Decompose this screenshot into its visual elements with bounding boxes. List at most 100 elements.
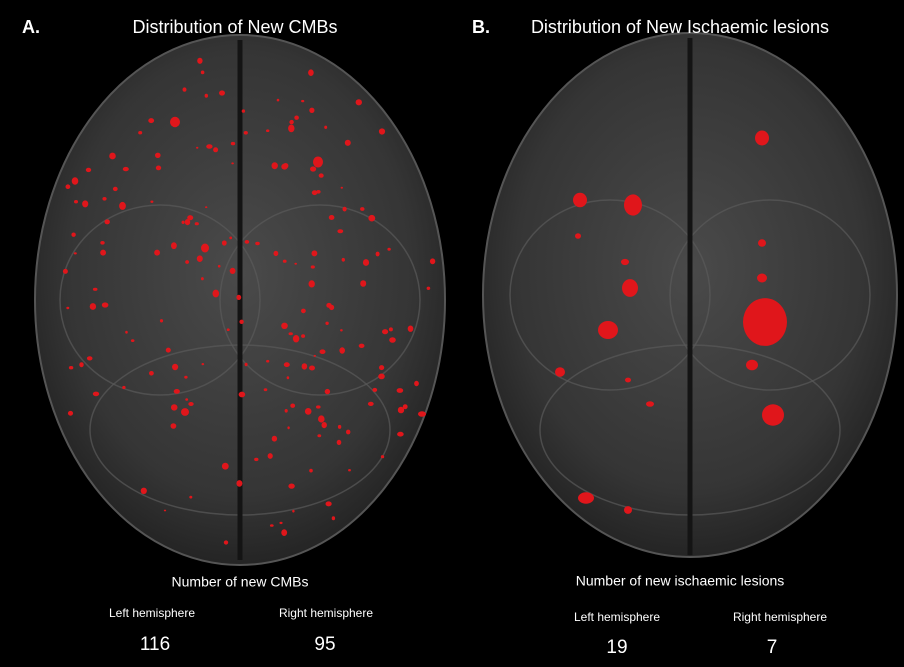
lesion-spot xyxy=(624,506,632,514)
lesion-spot xyxy=(646,401,654,407)
lesion-spot xyxy=(188,402,193,406)
lesion-spot xyxy=(154,250,160,256)
lesion-spot xyxy=(270,524,274,527)
lesion-spot xyxy=(227,328,230,331)
lesion-spot xyxy=(301,100,304,102)
lesion-spot xyxy=(427,287,431,290)
lesion-spot xyxy=(71,233,75,237)
lesion-spot xyxy=(66,184,71,189)
lesion-spot xyxy=(289,332,293,335)
lesion-spot xyxy=(86,168,91,172)
lesion-spot xyxy=(245,240,250,244)
lesion-spot xyxy=(148,118,154,123)
lesion-spot xyxy=(382,329,388,334)
lesion-spot xyxy=(314,355,316,357)
lesion-spot xyxy=(279,522,282,524)
count: 116 xyxy=(140,634,170,655)
lesion-spot xyxy=(319,173,324,177)
count: 7 xyxy=(767,637,778,658)
lesion-spot xyxy=(337,229,343,233)
lesion-spot xyxy=(102,302,109,307)
lesion-spot xyxy=(342,258,345,262)
lesion-spot xyxy=(74,200,78,203)
lesion-spot xyxy=(284,362,290,367)
lesion-spot xyxy=(359,344,365,348)
lesion-spot xyxy=(305,408,312,415)
lesion-spot xyxy=(378,374,385,380)
lesion-spot xyxy=(222,240,227,245)
lesion-spot xyxy=(325,389,330,394)
lesion-spot xyxy=(185,260,189,264)
lesion-spot xyxy=(318,415,325,422)
lesion-spot xyxy=(340,329,343,331)
lesion-spot xyxy=(285,409,288,413)
lesion-spot xyxy=(222,463,229,470)
lesion-spot xyxy=(348,469,351,471)
lesion-spot xyxy=(324,126,327,129)
lesion-spot xyxy=(171,242,177,249)
lesion-spot xyxy=(625,378,631,383)
lesion-spot xyxy=(397,388,404,393)
lesion-spot xyxy=(185,398,188,401)
lesion-spot xyxy=(182,221,185,224)
lesion-spot xyxy=(356,99,362,105)
lesion-spot xyxy=(758,239,766,247)
lesion-spot xyxy=(389,328,392,331)
panel-label: A. xyxy=(22,17,40,37)
count: 19 xyxy=(606,637,627,658)
panel-title: Distribution of New Ischaemic lesions xyxy=(531,17,829,37)
lesion-spot xyxy=(329,215,335,220)
lesion-spot xyxy=(131,339,135,342)
lesion-spot xyxy=(414,381,419,386)
lesion-spot xyxy=(196,147,198,149)
lesion-spot xyxy=(236,480,242,487)
lesion-spot xyxy=(322,422,327,428)
lesion-spot xyxy=(555,367,565,377)
lesion-spot xyxy=(624,194,642,215)
lesion-spot xyxy=(255,242,260,245)
lesion-spot xyxy=(755,131,769,146)
figure: A. Distribution of New CMBs Number of ne… xyxy=(0,0,904,667)
lesion-spot xyxy=(206,144,212,149)
lesion-spot xyxy=(387,248,390,251)
lesion-spot xyxy=(90,303,96,310)
lesion-spot xyxy=(339,347,345,353)
lesion-spot xyxy=(66,307,69,309)
lesion-spot xyxy=(171,423,177,429)
lesion-spot xyxy=(288,124,294,132)
lesion-spot xyxy=(430,258,435,264)
lesion-spot xyxy=(343,207,347,212)
lesion-spot xyxy=(309,108,314,113)
lesion-spot xyxy=(123,167,129,171)
lesion-spot xyxy=(294,263,297,265)
lesion-spot xyxy=(418,411,426,417)
lesion-spot xyxy=(218,265,221,268)
lesion-spot xyxy=(105,219,110,224)
lesion-spot xyxy=(337,440,342,445)
lesion-spot xyxy=(293,335,299,342)
lesion-spot xyxy=(292,510,294,513)
lesion-spot xyxy=(266,129,269,132)
lesion-spot xyxy=(310,166,316,171)
lesion-spot xyxy=(345,140,351,146)
lesion-spot xyxy=(301,309,306,314)
lesion-spot xyxy=(213,147,218,152)
lesion-spot xyxy=(376,252,380,257)
lesion-spot xyxy=(63,269,68,274)
lesion-spot xyxy=(311,265,315,268)
lesion-spot xyxy=(236,295,241,300)
lesion-spot xyxy=(379,128,385,134)
lesion-spot xyxy=(397,432,404,437)
lesion-spot xyxy=(74,252,77,254)
lesion-spot xyxy=(184,376,187,379)
lesion-spot xyxy=(102,197,106,201)
panel-label: B. xyxy=(472,17,490,37)
lesion-spot xyxy=(254,458,258,461)
lesion-spot xyxy=(743,298,787,346)
lesion-spot xyxy=(72,177,79,184)
lesion-spot xyxy=(575,233,581,239)
lesion-spot xyxy=(155,153,161,158)
lesion-spot xyxy=(156,166,161,171)
lesion-spot xyxy=(160,319,163,322)
lesion-spot xyxy=(150,201,153,203)
